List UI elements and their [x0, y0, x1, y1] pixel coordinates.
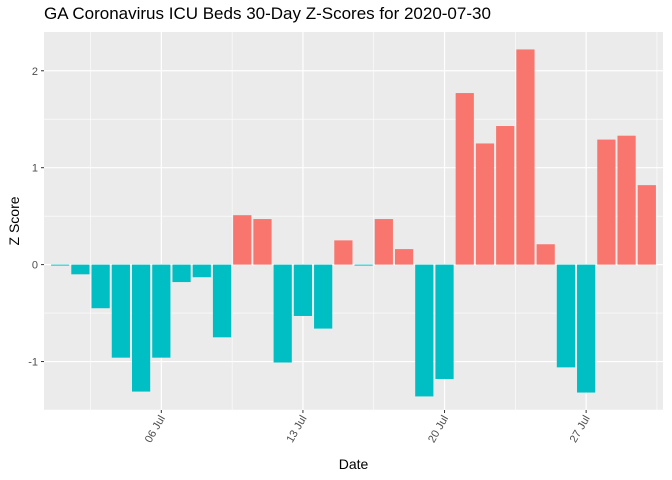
x-tick-label: 27 Jul: [568, 414, 593, 445]
bar: [273, 264, 292, 363]
bar: [71, 264, 90, 275]
bar: [172, 264, 191, 283]
bar: [111, 264, 130, 358]
bar: [496, 126, 515, 265]
bar: [394, 249, 414, 265]
x-tick-label: 13 Jul: [284, 414, 309, 445]
y-tick-label: 1: [32, 163, 38, 175]
x-axis-title: Date: [339, 456, 369, 472]
y-tick-label: 2: [32, 66, 38, 78]
bar: [597, 139, 616, 265]
bar: [354, 264, 373, 266]
bar: [253, 219, 272, 265]
bar: [51, 264, 70, 266]
bar: [314, 264, 333, 329]
bar: [516, 49, 535, 265]
bar: [192, 264, 211, 278]
bar: [334, 240, 353, 265]
bar: [475, 143, 495, 265]
bar: [233, 215, 252, 265]
bar: [455, 93, 474, 265]
chart-title: GA Coronavirus ICU Beds 30-Day Z-Scores …: [44, 4, 491, 23]
bar: [577, 264, 596, 393]
bar: [212, 264, 232, 338]
y-tick-label: 0: [32, 260, 38, 272]
x-tick-label: 20 Jul: [426, 414, 451, 445]
bar: [293, 264, 313, 316]
y-tick-label: -1: [28, 357, 38, 369]
y-axis-title: Z Score: [6, 196, 22, 245]
x-tick-label: 06 Jul: [143, 414, 168, 445]
bar: [374, 219, 393, 265]
bar: [556, 264, 576, 368]
bar: [131, 264, 151, 392]
bar: [91, 264, 110, 309]
bar: [152, 264, 171, 358]
bar: [617, 135, 636, 265]
bar: [536, 244, 555, 265]
bar: [637, 185, 656, 265]
bar: [415, 264, 434, 397]
bar: [435, 264, 454, 379]
